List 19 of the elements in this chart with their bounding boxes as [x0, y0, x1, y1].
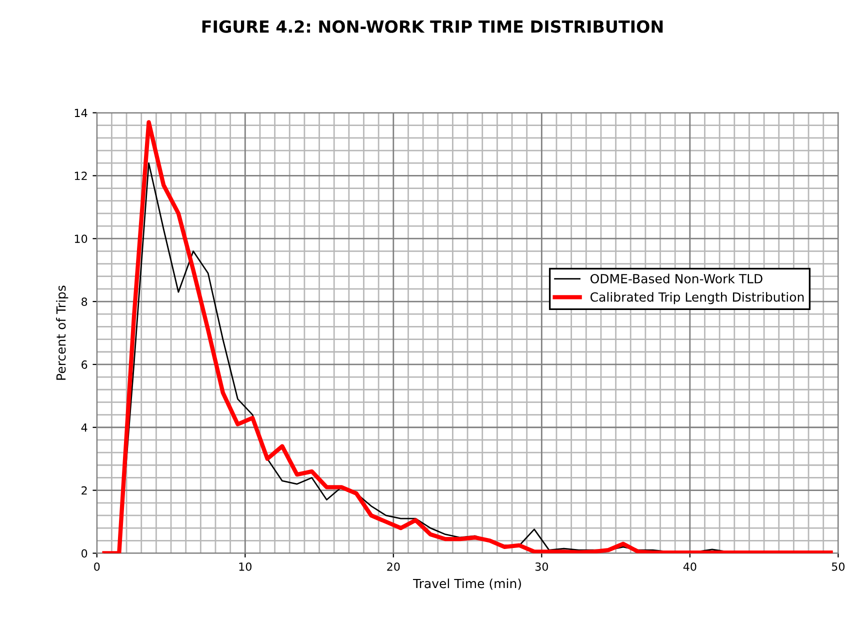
x-tick-label: 10	[239, 562, 252, 571]
x-tick-label: 40	[683, 562, 696, 571]
y-tick-label: 14	[74, 108, 88, 117]
y-tick-label: 8	[82, 298, 88, 306]
y-tick-label: 6	[82, 360, 88, 369]
y-tick-label: 0	[82, 549, 88, 558]
y-tick-label: 4	[81, 424, 88, 432]
x-tick-label: 20	[387, 562, 400, 571]
x-axis-title: Travel Time (min)	[412, 578, 521, 590]
y-tick-label: 10	[74, 234, 88, 243]
x-tick-label: 30	[535, 562, 548, 571]
legend-label: Calibrated Trip Length Distribution	[590, 292, 804, 304]
x-tick-label: 0	[94, 562, 100, 571]
chart-title: FIGURE 4.2: NON-WORK TRIP TIME DISTRIBUTION	[202, 20, 663, 33]
y-tick-label: 12	[74, 172, 87, 180]
y-tick-label: 2	[82, 486, 87, 495]
legend-label: ODME-Based Non-Work TLD	[590, 274, 762, 284]
y-axis-title: Percent of Trips	[56, 286, 68, 380]
x-tick-label: 50	[832, 562, 845, 571]
